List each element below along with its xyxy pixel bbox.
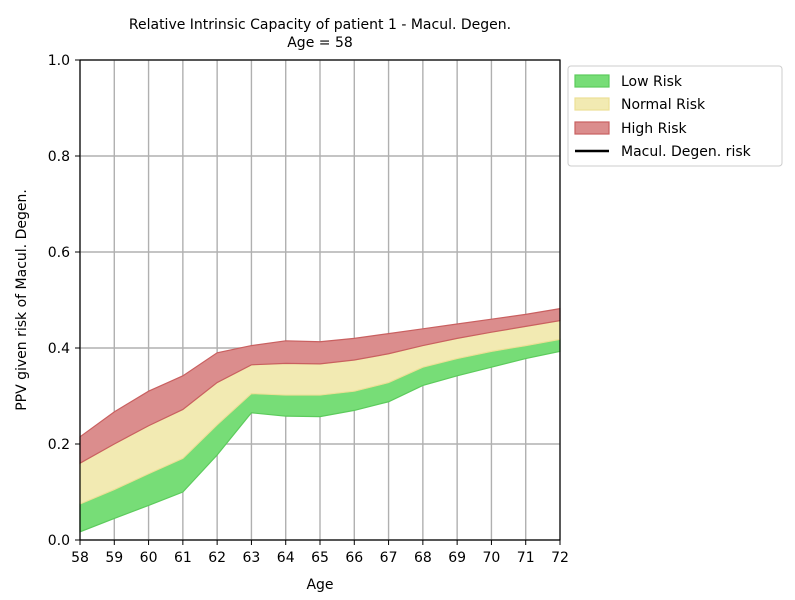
legend-item: Low Risk: [574, 74, 683, 90]
legend-label: High Risk: [621, 121, 688, 137]
y-tick-label: 1.0: [48, 53, 70, 69]
legend-label: Low Risk: [621, 74, 683, 90]
y-axis-label: PPV given risk of Macul. Degen.: [14, 189, 30, 411]
y-tick-label: 0.2: [48, 437, 70, 453]
legend-item: High Risk: [574, 121, 688, 137]
legend-item: Normal Risk: [574, 97, 706, 113]
x-tick-label: 68: [414, 550, 432, 566]
x-tick-label: 64: [277, 550, 295, 566]
legend-frame: [567, 65, 783, 167]
legend-item: Macul. Degen. risk: [575, 144, 752, 160]
legend-swatch: [574, 74, 610, 88]
chart-title: Relative Intrinsic Capacity of patient 1…: [129, 17, 511, 33]
x-tick-label: 66: [345, 550, 363, 566]
x-tick-label: 70: [483, 550, 501, 566]
x-tick-label: 62: [208, 550, 226, 566]
legend: Low Risk Normal Risk High Risk Macul. Degen…: [567, 65, 783, 167]
x-tick-label: 69: [448, 550, 466, 566]
x-axis-ticks: 58 59 60 61 62 63 64 65 66 67 68 69 70 71 72: [71, 540, 569, 566]
x-tick-label: 59: [105, 550, 123, 566]
x-tick-label: 67: [380, 550, 398, 566]
legend-swatch: [574, 97, 610, 111]
x-tick-label: 72: [551, 550, 569, 566]
x-tick-label: 71: [517, 550, 535, 566]
y-tick-label: 0.6: [48, 245, 70, 261]
legend-label: Macul. Degen. risk: [621, 144, 752, 160]
x-tick-label: 58: [71, 550, 89, 566]
legend-swatch: [574, 121, 610, 135]
y-axis-ticks: 0.0 0.2 0.4 0.6 0.8 1.0: [48, 53, 80, 549]
y-tick-label: 0.4: [48, 341, 70, 357]
x-tick-label: 61: [174, 550, 192, 566]
x-tick-label: 65: [311, 550, 329, 566]
y-tick-label: 0.0: [48, 533, 70, 549]
legend-label: Normal Risk: [621, 97, 706, 113]
x-axis-label: Age: [306, 577, 333, 593]
x-tick-label: 60: [140, 550, 158, 566]
chart-subtitle: Age = 58: [287, 35, 353, 51]
x-tick-label: 63: [243, 550, 261, 566]
y-tick-label: 0.8: [48, 149, 70, 165]
